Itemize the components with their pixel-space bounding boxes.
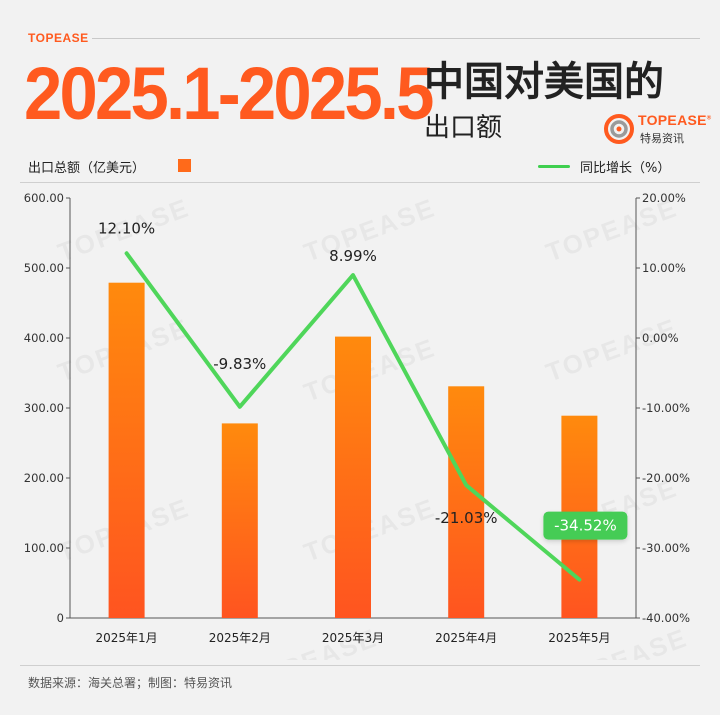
growth-data-label: -34.52% (554, 517, 617, 535)
line-legend-label: 同比增长（%） (580, 161, 671, 176)
left-tick-label: 100.00 (24, 541, 64, 555)
right-tick-label: -20.00% (642, 471, 690, 485)
growth-data-label: 12.10% (98, 219, 155, 237)
right-tick-label: 20.00% (642, 191, 686, 205)
x-tick-label: 2025年2月 (209, 631, 271, 645)
left-tick-label: 300.00 (24, 401, 64, 415)
growth-data-label: -21.03% (435, 509, 498, 527)
x-tick-label: 2025年4月 (435, 631, 497, 645)
left-tick-label: 500.00 (24, 261, 64, 275)
top-divider (92, 38, 700, 39)
right-tick-label: -30.00% (642, 541, 690, 555)
right-tick-label: -10.00% (642, 401, 690, 415)
page-subtitle: 出口额 (424, 113, 503, 143)
logo-wordmark: TOPEASE® (638, 112, 712, 128)
left-tick-label: 200.00 (24, 471, 64, 485)
legend-divider (20, 182, 700, 183)
page-title: 中国对美国的 (424, 59, 664, 105)
left-tick-label: 600.00 (24, 191, 64, 205)
highlight-badge (543, 511, 628, 540)
x-tick-label: 2025年5月 (548, 631, 610, 645)
line-data-labels: 12.10% -9.83% 8.99% -21.03% -34.52% (98, 219, 628, 540)
right-tick-label: 10.00% (642, 261, 686, 275)
footer-divider (20, 665, 700, 666)
bar-legend-label: 出口总额（亿美元） (28, 161, 146, 176)
watermark-text: TOPEASE (542, 312, 682, 387)
bar-legend-swatch (178, 159, 191, 172)
bar-legend: 出口总额（亿美元） (28, 157, 191, 176)
topease-logo: TOPEASE® 特易资讯 (604, 112, 711, 146)
export-bar (335, 336, 371, 618)
date-range-title: 2025.1-2025.5 (24, 52, 434, 135)
export-chart: TOPEASE TOPEASE TOPEASETOPEASETOPEASETOPEA… (24, 191, 692, 660)
topease-logo-icon (604, 114, 634, 144)
left-tick-label: 400.00 (24, 331, 64, 345)
export-bar (448, 386, 485, 618)
source-note: 数据来源：海关总署；制图：特易资讯 (28, 676, 233, 690)
x-tick-label: 2025年1月 (96, 631, 158, 645)
right-tick-label: 0.00% (642, 331, 679, 345)
line-series (124, 251, 582, 582)
left-tick-label: 0 (57, 611, 64, 625)
growth-line (124, 251, 582, 582)
growth-data-label: -9.83% (213, 355, 266, 373)
logo-cn-name: 特易资讯 (640, 132, 684, 145)
right-tick-label: -40.00% (642, 611, 690, 625)
growth-data-label: 8.99% (329, 247, 377, 265)
x-tick-label: 2025年3月 (322, 631, 384, 645)
line-legend-swatch (538, 165, 570, 168)
brand-label: TOPEASE (28, 31, 89, 45)
export-bar (221, 423, 258, 618)
export-bar (108, 282, 145, 618)
